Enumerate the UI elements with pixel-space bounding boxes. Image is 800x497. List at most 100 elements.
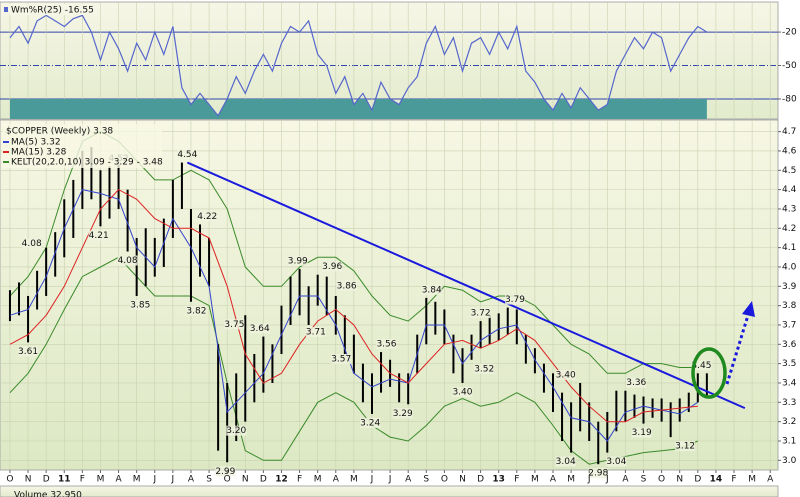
y-tick-label: 4.6 (782, 146, 797, 156)
annotation-bg (470, 308, 491, 319)
price-annotation: 2.98 (588, 469, 608, 479)
price-annotation: 4.22 (197, 212, 217, 222)
price-annotation: 4.08 (118, 256, 138, 266)
x-tick-label: A (550, 475, 557, 485)
chart-title: $COPPER (Weekly) 3.38 (6, 127, 113, 137)
y-tick-label: 4.4 (782, 185, 797, 195)
x-tick-label: M (748, 475, 756, 485)
x-tick-label: A (622, 475, 629, 485)
y-tick-label: 3.8 (782, 301, 797, 311)
price-annotation: 3.79 (505, 295, 525, 305)
x-tick-label: A (405, 475, 412, 485)
x-tick-label: 14 (710, 475, 723, 485)
x-tick-label: S (423, 475, 429, 485)
arrow-head (742, 301, 755, 317)
price-annotation: 3.52 (474, 364, 494, 374)
x-tick-label: O (6, 475, 13, 485)
annotation-bg (504, 294, 525, 305)
x-tick-label: F (731, 475, 736, 485)
price-annotation: 3.82 (186, 306, 206, 316)
y-tick-label: 3.1 (782, 436, 796, 446)
y-tick-label: 4.3 (782, 204, 796, 214)
x-tick-label: A (333, 475, 340, 485)
legend-label: MA(5) 3.32 (11, 138, 61, 148)
trendline (186, 161, 746, 410)
x-tick-label: M (567, 475, 575, 485)
x-tick-label: N (242, 475, 249, 485)
annotation-bg (117, 255, 138, 266)
annotation-bg (421, 284, 442, 295)
x-tick-label: M (133, 475, 141, 485)
price-annotation: 3.99 (288, 256, 308, 266)
annotation-bg (588, 468, 609, 479)
price-annotation: 3.19 (632, 428, 652, 438)
y-tick-label: 4.7 (782, 127, 796, 137)
x-tick-label: M (531, 475, 539, 485)
annotation-bg (392, 408, 413, 419)
legend-label: KELT(20,2.0,10) 3.09 - 3.29 - 3.48 (11, 158, 163, 168)
x-tick-label: J (370, 475, 374, 485)
y-tick-label: 4.5 (782, 166, 796, 176)
x-tick-label: J (388, 475, 392, 485)
title-bg (2, 4, 98, 15)
x-tick-label: O (224, 475, 231, 485)
x-tick-label: N (25, 475, 32, 485)
annotation-bg (287, 255, 308, 266)
x-tick-label: D (694, 475, 701, 485)
price-annotation: 3.71 (306, 328, 326, 338)
price-annotation: 4.08 (22, 239, 42, 249)
annotation-bg (18, 346, 39, 357)
x-tick-label: F (80, 475, 85, 485)
price-annotation: 3.40 (452, 387, 472, 397)
y-tick-label: 3.3 (782, 398, 796, 408)
annotation-bg (691, 360, 712, 371)
x-tick-label: J (605, 475, 609, 485)
legend-label: MA(15) 3.28 (11, 148, 67, 158)
price-annotation: 3.84 (422, 285, 442, 295)
price-annotation: 4.21 (89, 231, 109, 241)
ma-line (9, 189, 699, 442)
y-tick-label: -50 (782, 61, 797, 71)
x-tick-label: M (314, 475, 322, 485)
x-tick-label: S (641, 475, 647, 485)
x-tick-label: A (767, 475, 774, 485)
x-tick-label: O (658, 475, 665, 485)
annotation-bg (322, 261, 343, 272)
x-tick-label: S (206, 475, 212, 485)
price-annotation: 3.56 (376, 340, 396, 350)
x-tick-label: J (152, 475, 156, 485)
y-tick-label: -20 (782, 28, 797, 38)
x-tick-label: M (97, 475, 105, 485)
price-annotation: 3.72 (471, 309, 491, 319)
x-tick-label: D (260, 475, 267, 485)
x-tick-label: J (587, 475, 591, 485)
annotation-bg (336, 281, 357, 292)
price-annotation: 3.85 (130, 300, 150, 310)
annotation-bg (305, 327, 326, 338)
annotation-bg (249, 323, 270, 334)
price-annotation: 3.61 (18, 347, 38, 357)
annotation-bg (631, 427, 652, 438)
annotation-bg (226, 425, 247, 436)
x-tick-label: 13 (492, 475, 505, 485)
x-tick-label: J (171, 475, 175, 485)
annotation-bg (606, 456, 627, 467)
annotation-bg (675, 441, 696, 452)
legend-bg (2, 124, 162, 168)
annotation-bg (331, 354, 352, 365)
annotation-bg (197, 211, 218, 222)
price-annotation: 3.20 (226, 426, 246, 436)
annotation-bg (452, 386, 473, 397)
y-tick-label: -80 (782, 94, 797, 104)
y-tick-label: 4.0 (782, 262, 797, 272)
arrow-shaft (725, 311, 751, 385)
x-tick-label: N (676, 475, 683, 485)
annotation-bg (360, 417, 381, 428)
annotation-bg (21, 238, 42, 249)
annotation-bg (555, 369, 576, 380)
y-tick-label: 3.6 (782, 340, 797, 350)
x-tick-label: N (459, 475, 466, 485)
y-tick-label: 4.2 (782, 224, 796, 234)
ma-line (9, 188, 698, 423)
